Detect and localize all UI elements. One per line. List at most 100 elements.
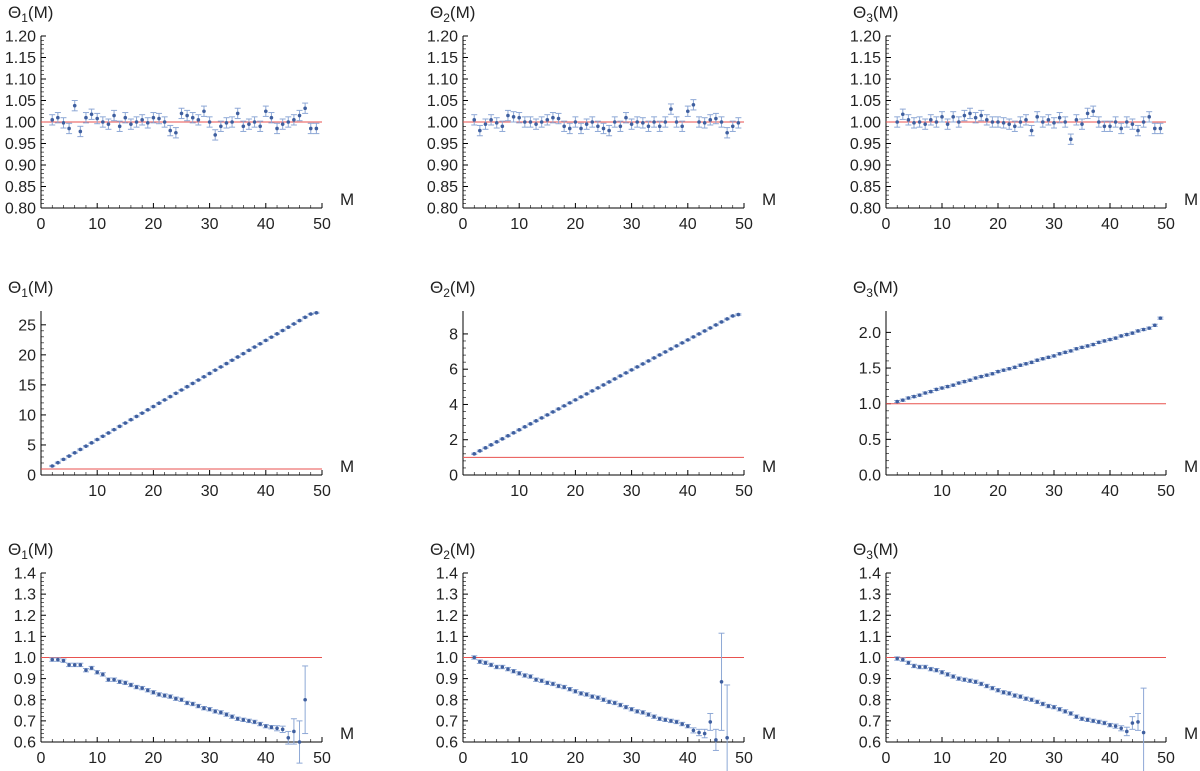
x-axis-label: M — [1184, 724, 1198, 743]
data-marker — [996, 369, 1000, 374]
y-tick-label: 5 — [27, 437, 36, 454]
data-marker — [714, 323, 718, 327]
data-point-22 — [1006, 366, 1013, 371]
y-tick-label: 1.10 — [850, 72, 881, 89]
data-marker — [61, 121, 66, 125]
data-marker — [708, 118, 713, 122]
data-point-17 — [555, 683, 562, 689]
data-point-34 — [229, 358, 236, 363]
data-point-22 — [583, 692, 590, 697]
data-point-25 — [178, 697, 185, 702]
y-tick-label: 0.85 — [5, 179, 36, 196]
data-point-32 — [639, 362, 646, 366]
data-marker — [612, 701, 617, 705]
data-marker — [584, 692, 589, 697]
y-tick-label: 1.05 — [427, 93, 458, 110]
x-tick-label: 0 — [882, 750, 891, 767]
data-marker — [286, 120, 291, 124]
data-marker — [106, 122, 111, 126]
data-marker — [562, 404, 566, 408]
data-marker — [951, 115, 955, 119]
panel-title: Θ2(M) — [430, 278, 475, 300]
data-marker — [1102, 339, 1107, 343]
data-point-24 — [594, 695, 601, 700]
data-point-11 — [944, 118, 951, 130]
y-tick-label: 0.0 — [859, 468, 881, 485]
data-marker — [573, 120, 578, 124]
data-marker — [929, 389, 933, 394]
data-marker — [303, 697, 307, 702]
data-point-48 — [1151, 323, 1158, 328]
data-marker — [1119, 334, 1123, 338]
data-marker — [906, 660, 911, 665]
data-point-21 — [1000, 690, 1007, 695]
y-tick-label: 0.6 — [859, 735, 881, 752]
data-marker — [207, 120, 212, 124]
data-point-30 — [1051, 354, 1057, 358]
x-tick-label: 10 — [510, 216, 528, 233]
data-point-35 — [234, 107, 241, 120]
y-tick-label: 1.00 — [850, 115, 881, 132]
y-tick-label: 1.3 — [436, 587, 458, 604]
data-point-9 — [88, 108, 95, 120]
x-tick-label: 50 — [1157, 216, 1175, 233]
data-marker — [652, 356, 656, 360]
data-point-14 — [961, 109, 968, 122]
data-point-36 — [1084, 717, 1091, 723]
data-point-38 — [673, 719, 680, 725]
data-point-47 — [302, 665, 309, 735]
data-point-22 — [583, 392, 590, 396]
data-point-30 — [1051, 117, 1057, 129]
data-marker — [618, 124, 623, 129]
data-point-4 — [60, 658, 67, 663]
data-marker — [56, 460, 60, 465]
data-point-16 — [549, 112, 556, 124]
y-tick-label: 1.0 — [14, 650, 36, 667]
data-point-12 — [105, 677, 112, 682]
y-tick-label: 0.8 — [859, 692, 881, 709]
data-marker — [719, 679, 724, 684]
data-marker — [601, 383, 606, 387]
data-marker — [1007, 122, 1011, 126]
data-point-9 — [933, 667, 940, 673]
data-point-21 — [156, 112, 163, 125]
data-point-26 — [606, 699, 613, 705]
data-marker — [297, 113, 302, 118]
data-point-43 — [701, 329, 708, 333]
data-marker — [1141, 327, 1146, 332]
data-point-33 — [1067, 711, 1074, 716]
x-tick-label: 40 — [257, 750, 275, 767]
title-subscript: 3 — [866, 548, 873, 562]
title-suffix: (M) — [28, 278, 53, 297]
data-point-47 — [1146, 326, 1153, 330]
data-point-19 — [989, 685, 996, 691]
data-marker — [618, 703, 623, 707]
data-point-23 — [589, 389, 596, 393]
data-point-7 — [77, 662, 84, 668]
data-marker — [134, 685, 139, 689]
x-tick-label: 30 — [1045, 750, 1063, 767]
data-point-17 — [133, 684, 140, 690]
data-marker — [1041, 702, 1045, 706]
data-marker — [1091, 109, 1095, 114]
data-marker — [224, 361, 229, 366]
data-marker — [101, 434, 105, 439]
data-marker — [674, 720, 679, 724]
data-point-8 — [504, 109, 511, 122]
x-tick-label: 20 — [567, 216, 585, 233]
data-point-21 — [156, 401, 163, 406]
data-point-19 — [566, 686, 573, 692]
data-point-45 — [712, 112, 719, 125]
data-marker — [562, 124, 566, 129]
data-marker — [1074, 714, 1079, 719]
x-tick-label: 50 — [313, 750, 331, 767]
data-point-6 — [71, 100, 78, 112]
title-subscript: 1 — [21, 11, 28, 25]
data-point-41 — [690, 335, 697, 339]
data-point-17 — [978, 681, 985, 687]
data-point-17 — [555, 407, 562, 411]
data-point-33 — [645, 120, 652, 132]
data-point-24 — [594, 120, 601, 132]
data-point-15 — [544, 413, 551, 417]
data-point-45 — [290, 322, 297, 326]
